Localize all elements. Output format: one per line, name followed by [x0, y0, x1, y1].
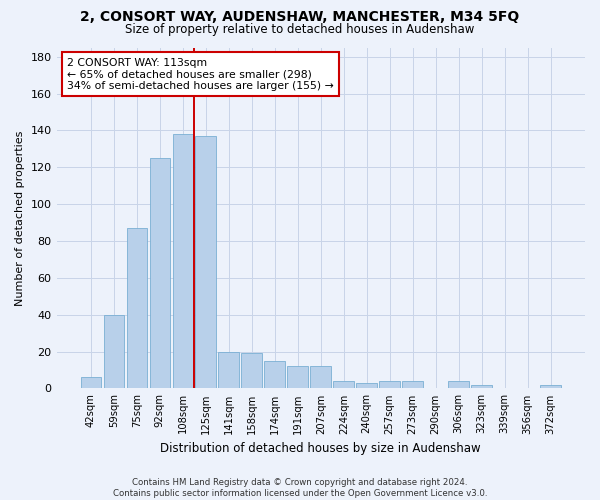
- Bar: [540, 384, 561, 388]
- Text: 2 CONSORT WAY: 113sqm
← 65% of detached houses are smaller (298)
34% of semi-det: 2 CONSORT WAY: 113sqm ← 65% of detached …: [67, 58, 334, 91]
- Bar: [356, 383, 377, 388]
- Bar: [287, 366, 308, 388]
- Bar: [173, 134, 193, 388]
- Bar: [104, 314, 124, 388]
- Text: Contains HM Land Registry data © Crown copyright and database right 2024.
Contai: Contains HM Land Registry data © Crown c…: [113, 478, 487, 498]
- Bar: [265, 361, 285, 388]
- Bar: [196, 136, 216, 388]
- Bar: [472, 384, 492, 388]
- Text: 2, CONSORT WAY, AUDENSHAW, MANCHESTER, M34 5FQ: 2, CONSORT WAY, AUDENSHAW, MANCHESTER, M…: [80, 10, 520, 24]
- Y-axis label: Number of detached properties: Number of detached properties: [15, 130, 25, 306]
- Bar: [149, 158, 170, 388]
- Bar: [379, 381, 400, 388]
- Bar: [218, 352, 239, 389]
- Bar: [403, 381, 423, 388]
- Bar: [80, 378, 101, 388]
- Bar: [127, 228, 147, 388]
- Text: Size of property relative to detached houses in Audenshaw: Size of property relative to detached ho…: [125, 22, 475, 36]
- Bar: [334, 381, 354, 388]
- Bar: [241, 354, 262, 388]
- X-axis label: Distribution of detached houses by size in Audenshaw: Distribution of detached houses by size …: [160, 442, 481, 455]
- Bar: [448, 381, 469, 388]
- Bar: [310, 366, 331, 388]
